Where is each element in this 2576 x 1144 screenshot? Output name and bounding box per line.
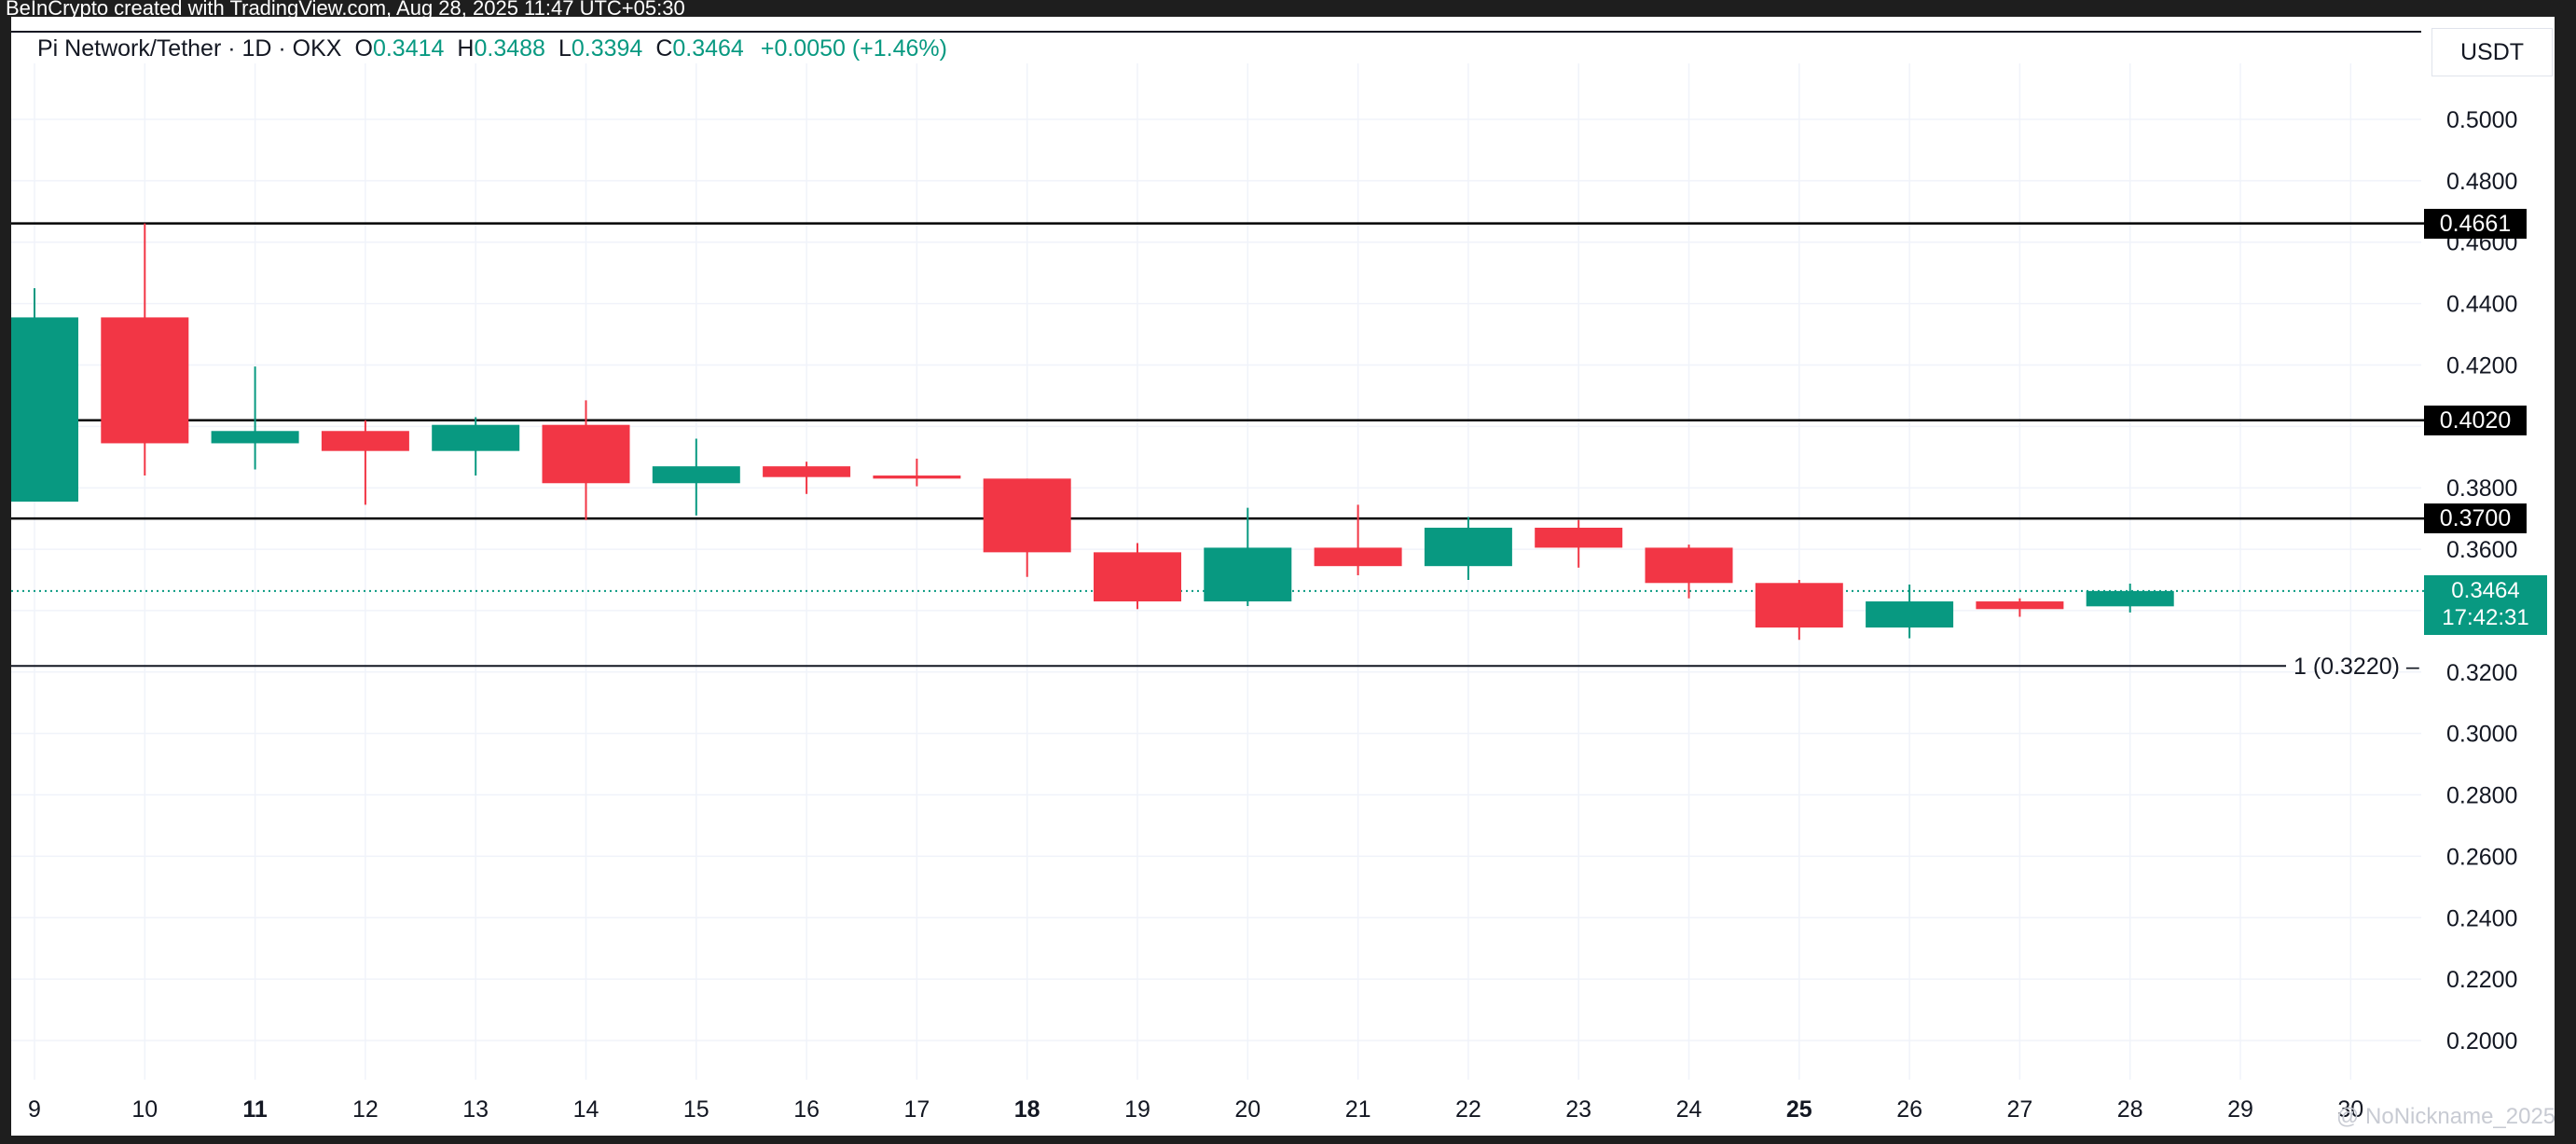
y-tick-label: 0.4200	[2446, 352, 2517, 379]
fib-level-text: 1 (0.3220)	[2294, 654, 2400, 680]
candle-body	[432, 424, 520, 451]
candle-body	[2086, 590, 2174, 607]
candle-body	[1094, 552, 1181, 602]
high-label: H	[457, 35, 475, 62]
x-tick-label: 27	[2006, 1096, 2032, 1123]
candle-body	[1645, 547, 1733, 584]
level-badge-4020: 0.4020	[2424, 405, 2527, 435]
x-tick-label: 10	[131, 1096, 158, 1123]
candle-body	[542, 424, 630, 484]
candle-body	[1866, 601, 1954, 628]
x-tick-label: 20	[1234, 1096, 1260, 1123]
x-tick-label: 11	[242, 1096, 268, 1123]
level-badge-4661: 0.4661	[2424, 208, 2527, 239]
current-price-value: 0.3464	[2451, 578, 2520, 603]
candlestick-chart[interactable]: 0.50000.48000.46000.44000.42000.40000.38…	[11, 17, 2555, 1136]
x-tick-label: 13	[462, 1096, 489, 1123]
candle-body	[211, 431, 299, 444]
x-tick-label: 24	[1676, 1096, 1702, 1123]
x-tick-label: 21	[1345, 1096, 1371, 1123]
low-value: 0.3394	[571, 35, 643, 62]
x-tick-label: 30	[2337, 1096, 2363, 1123]
currency-selector[interactable]: USDT	[2431, 28, 2553, 76]
candle-body	[1755, 583, 1843, 628]
y-tick-label: 0.5000	[2446, 107, 2517, 133]
y-tick-label: 0.4800	[2446, 169, 2517, 195]
candle-body	[321, 431, 409, 451]
candle-body	[1535, 528, 1623, 548]
x-tick-label: 26	[1896, 1096, 1922, 1123]
x-tick-label: 15	[683, 1096, 709, 1123]
candle-body	[101, 317, 189, 444]
open-label: O	[354, 35, 373, 62]
close-label: C	[655, 35, 673, 62]
fib-level-label: 1 (0.3220) –	[2294, 654, 2419, 680]
x-tick-label: 18	[1014, 1096, 1040, 1123]
chart-banner: BeInCrypto created with TradingView.com,…	[6, 0, 685, 17]
candle-body	[1424, 528, 1512, 567]
y-tick-label: 0.2000	[2446, 1028, 2517, 1054]
current-price-badge: 0.3464 17:42:31	[2424, 575, 2547, 635]
x-tick-label: 12	[352, 1096, 379, 1123]
candle-body	[1314, 547, 1402, 567]
symbol-label: Pi Network/Tether · 1D · OKX	[37, 35, 342, 62]
y-tick-label: 0.2400	[2446, 905, 2517, 931]
x-tick-label: 23	[1565, 1096, 1591, 1123]
chart-frame[interactable]: 0.50000.48000.46000.44000.42000.40000.38…	[11, 17, 2555, 1136]
y-tick-label: 0.2200	[2446, 967, 2517, 993]
x-tick-label: 29	[2227, 1096, 2253, 1123]
y-tick-label: 0.2800	[2446, 783, 2517, 809]
change-value: +0.0050 (+1.46%)	[760, 35, 947, 62]
x-tick-label: 28	[2117, 1096, 2143, 1123]
y-tick-label: 0.3000	[2446, 722, 2517, 748]
candle-body	[1976, 601, 2064, 610]
ohlc-legend: Pi Network/Tether · 1D · OKX O 0.3414 H …	[37, 35, 947, 62]
y-tick-label: 0.3600	[2446, 537, 2517, 563]
candle-body	[1204, 547, 1292, 602]
x-tick-label: 22	[1455, 1096, 1481, 1123]
y-tick-label: 0.3200	[2446, 660, 2517, 686]
high-value: 0.3488	[474, 35, 545, 62]
x-tick-label: 19	[1124, 1096, 1150, 1123]
x-tick-label: 25	[1786, 1096, 1812, 1123]
open-value: 0.3414	[372, 35, 445, 62]
candle-body	[983, 478, 1071, 553]
bar-countdown: 17:42:31	[2442, 605, 2529, 630]
level-badge-3700: 0.3700	[2424, 503, 2527, 534]
candle-body	[652, 466, 740, 484]
y-tick-label: 0.2600	[2446, 844, 2517, 870]
y-tick-label: 0.4400	[2446, 292, 2517, 318]
low-label: L	[558, 35, 572, 62]
y-tick-label: 0.3800	[2446, 476, 2517, 502]
x-tick-label: 9	[28, 1096, 41, 1123]
currency-label: USDT	[2459, 38, 2525, 65]
candle-body	[763, 466, 851, 477]
x-tick-label: 16	[793, 1096, 820, 1123]
candle-body	[873, 476, 961, 479]
x-tick-label: 17	[903, 1096, 930, 1123]
close-value: 0.3464	[672, 35, 744, 62]
author-watermark: @ NoNickname_2025	[2336, 1104, 2555, 1129]
candle-body	[11, 317, 78, 503]
x-tick-label: 14	[573, 1096, 599, 1123]
